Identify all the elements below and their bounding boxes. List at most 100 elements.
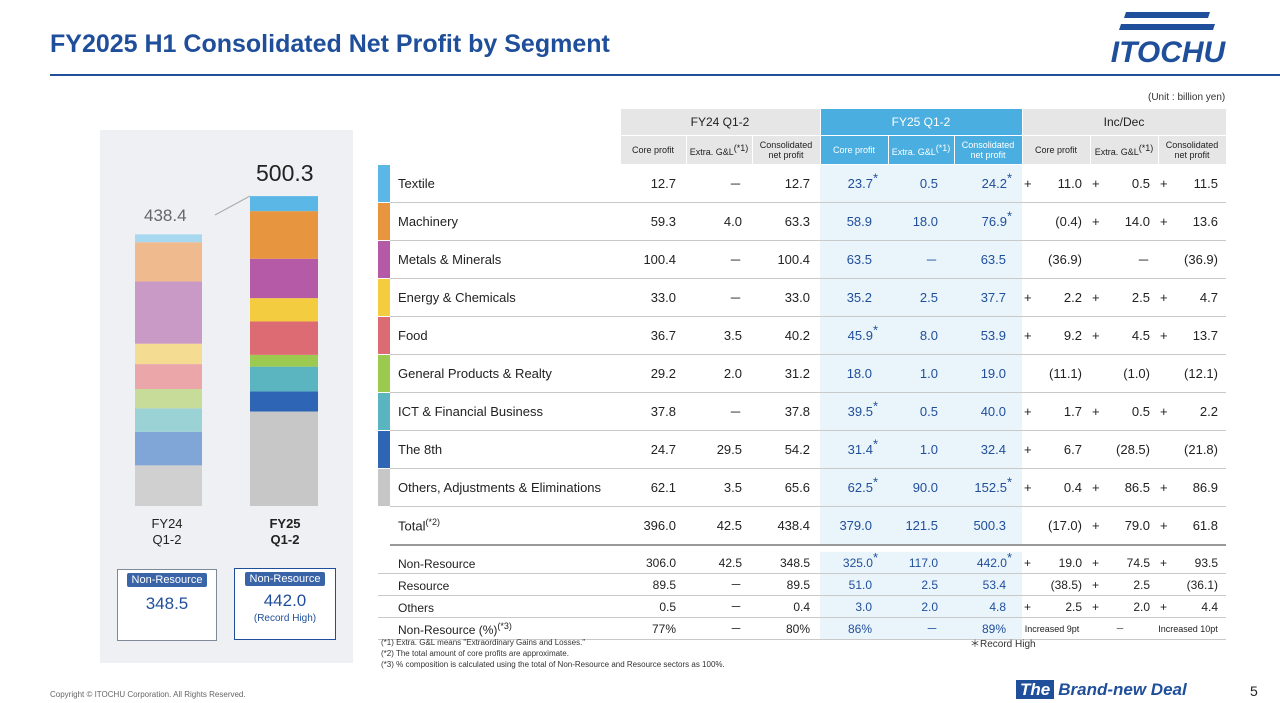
value-text: － [729,600,742,614]
subheader-extra-gl-text: Extra. G&L [891,147,936,157]
segment-name: Textile [390,164,620,203]
segment-swatch [378,278,390,317]
value-cell: 40.0 [954,392,1022,431]
value-cell: 306.0 [620,552,686,574]
incdec-value: 1.7 [1063,404,1082,419]
value-text: － [728,253,742,268]
summary-row: Non-Resource (%)(*3) 77% － 80% 86% － 89% Increa… [378,617,1226,640]
value-cell: 63.5 [954,240,1022,279]
incdec-value: (17.0) [1048,518,1082,533]
incdec-cell: +13.6 [1158,202,1226,241]
footnote-1: (*1) Extra. G&L means "Extraordinary Gai… [381,638,586,647]
value-cell: 2.5 [888,573,954,596]
header-incdec: Inc/Dec [1021,108,1227,136]
value-cell: 0.5 [620,595,686,618]
incdec-sign: + [1160,555,1168,570]
incdec-cell: +2.0 [1090,595,1158,618]
summary-label: Resource [390,573,620,596]
value-text: 23.7 [847,176,873,191]
incdec-value: Increased 10pt [1158,623,1218,634]
value-text: 1.0 [919,366,938,381]
incdec-sign: + [1160,214,1168,229]
nonresource-value: 442.0 [263,591,307,610]
incdec-sign: + [1092,404,1100,419]
value-text: 396.0 [643,518,676,533]
bar-segment-metals-minerals [250,258,318,299]
segment-name: Metals & Minerals [390,240,620,279]
value-text: 0.5 [919,404,938,419]
value-text: 62.5 [847,480,873,495]
page-number: 5 [1250,683,1258,699]
incdec-cell: +2.5 [1022,595,1090,618]
footnotes: (*1) Extra. G&L means "Extraordinary Gai… [381,637,725,670]
incdec-sign: + [1160,290,1168,305]
value-text: 89.5 [652,577,676,592]
value-cell: 4.8 [954,595,1022,618]
segment-swatch [378,354,390,393]
footnote-3: (*3) % composition is calculated using t… [381,660,725,669]
table-row: Machinery 59.3 4.0 63.3 58.9 18.0 76.9* (0.4) +1… [378,202,1226,241]
incdec-sign: + [1160,176,1168,191]
bar-segment-energy-chemicals [250,298,318,322]
value-text: － [728,405,742,420]
value-cell: 76.9* [954,202,1022,241]
subheader-extra-gl: Extra. G&L(*1) [1089,135,1159,165]
incdec-cell: +13.7 [1158,316,1226,355]
logo-text: ITOCHU [1111,36,1227,68]
incdec-value: 2.5 [1065,599,1082,614]
stacked-bar-chart [135,195,318,506]
incdec-cell: +0.5 [1090,164,1158,203]
value-text: 348.5 [779,555,810,570]
value-cell: 51.0 [820,573,888,596]
value-cell: 396.0 [620,506,686,546]
incdec-sign: + [1160,480,1168,495]
value-text: 31.4 [847,442,873,457]
summary-swatch [378,552,390,574]
incdec-value: 13.7 [1192,328,1218,343]
incdec-value: (21.8) [1184,442,1218,457]
record-high-label: (Record High) [253,613,317,624]
incdec-value: (36.1) [1186,577,1218,592]
unit-label: (Unit : billion yen) [1148,92,1226,103]
incdec-cell: +61.8 [1158,506,1226,546]
value-text: 63.5 [846,252,872,267]
value-cell: 23.7* [820,164,888,203]
value-cell: 53.9 [954,316,1022,355]
incdec-value: 11.5 [1193,176,1218,191]
incdec-sign: + [1024,599,1032,614]
table-row: Food 36.7 3.5 40.2 45.9* 8.0 53.9 +9.2 +4.5 +13.7 [378,316,1226,355]
incdec-value: 2.0 [1133,599,1150,614]
value-text: － [728,291,742,306]
summary-label: Others [390,595,620,618]
value-text: 76.9 [981,214,1007,229]
value-text: 36.7 [650,328,676,343]
value-cell: 100.4 [752,240,820,279]
subheader-core-profit: Core profit [819,135,889,165]
value-cell: 0.5 [888,392,954,431]
incdec-value: (38.5) [1050,577,1082,592]
incdec-cell: (36.9) [1022,240,1090,279]
value-text: － [925,622,938,636]
value-cell: 100.4 [620,240,686,279]
incdec-cell: +1.7 [1022,392,1090,431]
incdec-cell: +2.5 [1090,278,1158,317]
value-text: 12.7 [650,176,676,191]
value-cell: － [686,278,752,317]
value-text: 100.4 [643,252,676,267]
header-blank [378,135,620,165]
callout-line [214,195,251,216]
value-cell: 500.3 [954,506,1022,546]
value-text: 0.5 [659,599,676,614]
value-cell: － [686,240,752,279]
incdec-cell: +11.5 [1158,164,1226,203]
total-note: (*2) [425,517,440,528]
incdec-cell: +86.9 [1158,468,1226,507]
incdec-cell: (28.5) [1090,430,1158,469]
incdec-value: 74.5 [1126,555,1150,570]
incdec-cell: +4.4 [1158,595,1226,618]
value-text: 29.5 [716,442,742,457]
segment-swatch [378,164,390,203]
bar-segment-energy-chemicals [135,343,202,365]
value-text: 29.2 [650,366,676,381]
value-text: 1.0 [919,442,938,457]
